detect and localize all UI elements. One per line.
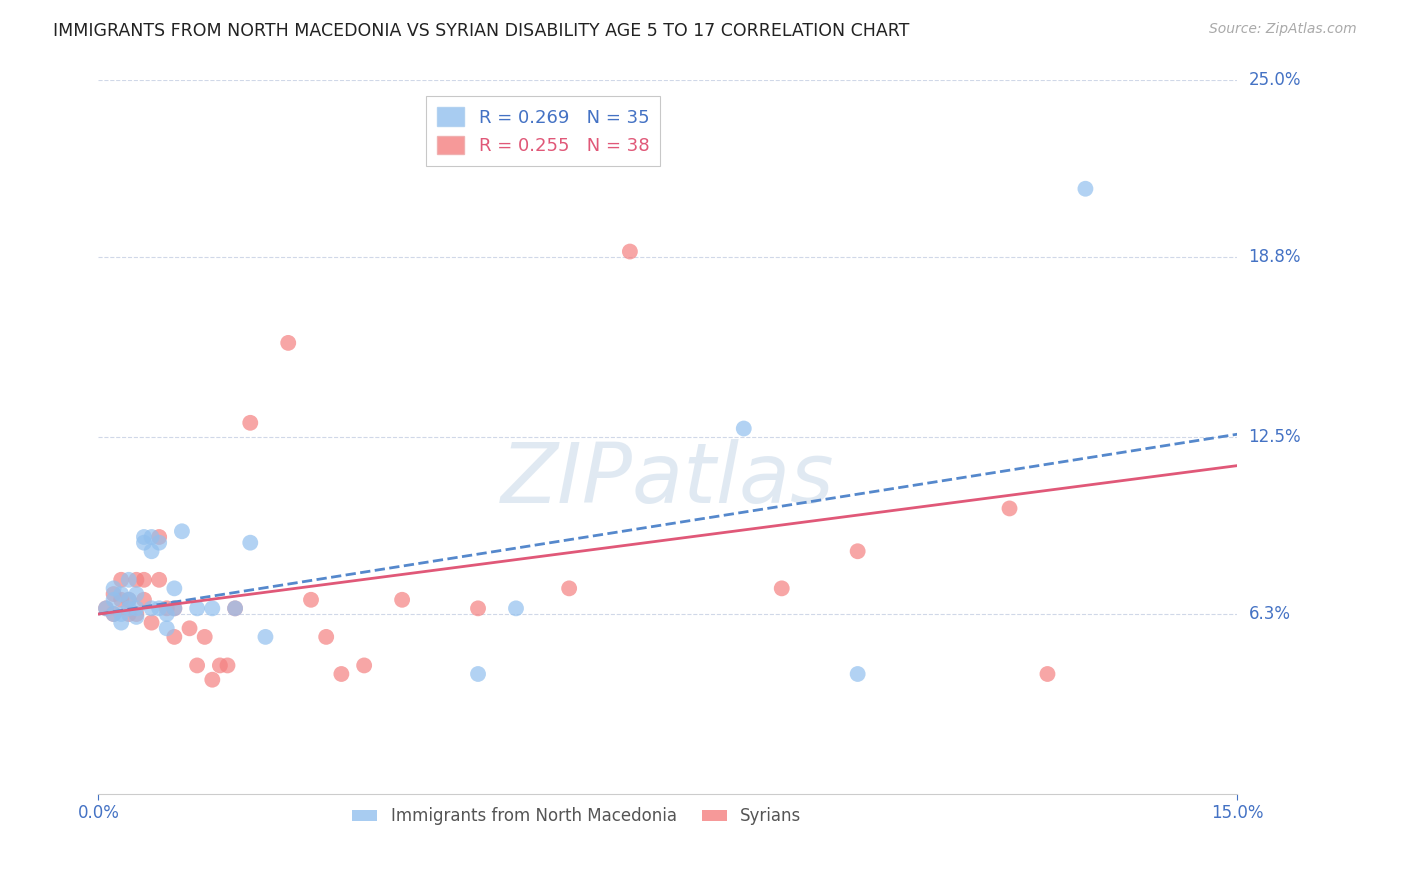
Text: 18.8%: 18.8% (1249, 248, 1301, 266)
Point (148, 535, 170, 549)
Point (141, 530, 163, 544)
Point (170, 524, 193, 539)
Point (179, 621, 201, 635)
Point (103, 582, 125, 596)
Text: 25.0%: 25.0% (1249, 71, 1301, 89)
Point (208, 658, 231, 673)
Point (330, 667, 353, 681)
Text: 12.5%: 12.5% (1249, 428, 1301, 446)
Point (118, 592, 141, 607)
Point (505, 601, 527, 615)
Point (163, 630, 186, 644)
Point (94, 601, 117, 615)
Point (299, 592, 322, 607)
Point (467, 667, 489, 681)
Point (141, 601, 163, 615)
Point (239, 416, 262, 430)
Point (1074, 182, 1097, 196)
Point (132, 573, 155, 587)
Point (558, 582, 581, 596)
Point (132, 530, 155, 544)
Point (125, 601, 148, 615)
Point (186, 601, 208, 615)
Point (118, 573, 141, 587)
Point (141, 615, 163, 630)
Point (118, 592, 141, 607)
Text: IMMIGRANTS FROM NORTH MACEDONIA VS SYRIAN DISABILITY AGE 5 TO 17 CORRELATION CHA: IMMIGRANTS FROM NORTH MACEDONIA VS SYRIA… (53, 22, 910, 40)
Point (125, 610, 148, 624)
Point (315, 630, 337, 644)
Point (194, 630, 217, 644)
Point (125, 607, 148, 621)
Point (110, 587, 132, 601)
Point (148, 601, 170, 615)
Point (118, 601, 141, 615)
Point (110, 615, 132, 630)
Point (110, 592, 132, 607)
Point (224, 601, 246, 615)
Point (156, 601, 179, 615)
Point (132, 535, 155, 549)
Point (163, 601, 186, 615)
Point (254, 630, 277, 644)
Legend: Immigrants from North Macedonia, Syrians: Immigrants from North Macedonia, Syrians (346, 801, 808, 832)
Point (846, 544, 869, 558)
Point (141, 544, 163, 558)
Point (103, 587, 125, 601)
Point (201, 601, 224, 615)
Point (998, 501, 1021, 516)
Point (224, 601, 246, 615)
Text: ZIPatlas: ZIPatlas (501, 440, 835, 520)
Point (110, 573, 132, 587)
Point (94, 601, 117, 615)
Text: 6.3%: 6.3% (1249, 605, 1291, 623)
Point (239, 535, 262, 549)
Point (103, 607, 125, 621)
Point (163, 582, 186, 596)
Point (132, 592, 155, 607)
Point (770, 582, 793, 596)
Point (110, 607, 132, 621)
Point (353, 658, 375, 673)
Point (201, 673, 224, 687)
Point (103, 607, 125, 621)
Text: Source: ZipAtlas.com: Source: ZipAtlas.com (1209, 22, 1357, 37)
Point (217, 658, 239, 673)
Point (391, 592, 413, 607)
Point (118, 607, 141, 621)
Point (1036, 667, 1059, 681)
Point (467, 601, 489, 615)
Point (156, 607, 179, 621)
Point (156, 621, 179, 635)
Point (186, 658, 208, 673)
Point (163, 601, 186, 615)
Point (846, 667, 869, 681)
Point (277, 335, 299, 350)
Point (125, 587, 148, 601)
Point (148, 530, 170, 544)
Point (125, 573, 148, 587)
Point (619, 244, 641, 259)
Point (148, 573, 170, 587)
Point (733, 421, 755, 435)
Point (103, 592, 125, 607)
